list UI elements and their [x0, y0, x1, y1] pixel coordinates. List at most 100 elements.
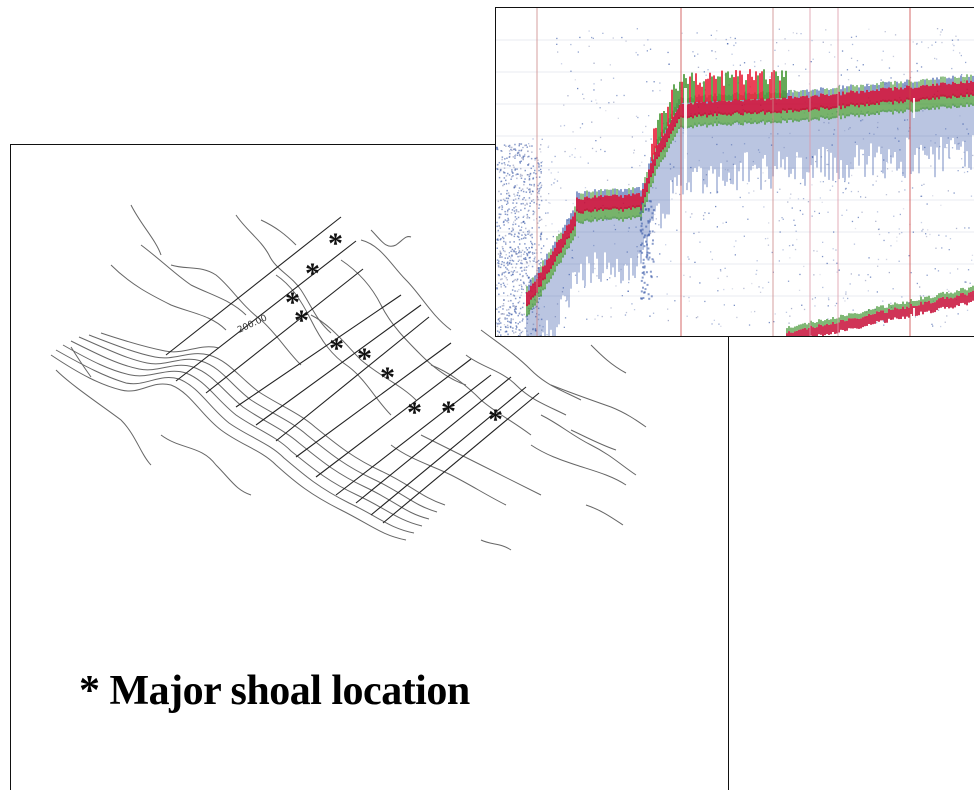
seabed-red — [548, 258, 550, 273]
seabed-top — [580, 193, 582, 200]
noise-dot — [711, 50, 713, 52]
seabed-tail — [624, 216, 626, 265]
noise-dot — [537, 184, 539, 187]
seabed-top — [916, 81, 918, 88]
noise-dot — [508, 174, 511, 176]
second-echo — [794, 331, 796, 336]
seabed-red — [714, 99, 716, 114]
seabed-green — [806, 107, 808, 120]
plume-dot — [640, 216, 643, 219]
second-echo — [920, 296, 922, 302]
noise-dot — [497, 253, 500, 255]
noise-dot — [520, 209, 522, 211]
noise-dot — [811, 215, 813, 217]
seabed-red — [674, 112, 676, 127]
seabed-top — [796, 91, 798, 98]
seabed-top — [568, 218, 570, 225]
seabed-green — [724, 112, 726, 125]
noise-dot — [668, 63, 670, 65]
seabed-top — [562, 227, 564, 234]
seabed-green — [968, 94, 970, 107]
noise-dot — [507, 335, 510, 336]
seabed-red — [960, 81, 962, 96]
noise-dot — [517, 173, 519, 175]
seabed-top — [552, 245, 554, 252]
noise-dot — [845, 291, 847, 293]
plume-dot — [643, 204, 646, 207]
plume-dot — [640, 218, 642, 221]
noise-dot — [540, 165, 543, 167]
noise-dot — [546, 238, 548, 240]
noise-dot — [501, 156, 504, 158]
noise-dot — [711, 136, 713, 139]
seabed-tail — [928, 108, 930, 159]
noise-dot — [528, 257, 531, 259]
noise-dot — [698, 231, 700, 233]
seabed-green — [728, 112, 730, 125]
noise-dot — [520, 262, 522, 264]
seabed-tail — [696, 124, 698, 172]
seabed-red — [546, 259, 548, 274]
plume-dot — [640, 208, 643, 211]
seabed-green — [770, 111, 772, 124]
plume-dot — [648, 220, 651, 223]
noise-dot — [537, 307, 540, 310]
seabed-tail — [640, 218, 642, 264]
noise-dot — [921, 41, 923, 43]
seabed-green — [660, 150, 662, 163]
noise-dot — [516, 253, 518, 255]
noise-dot — [762, 172, 764, 174]
noise-dot — [540, 237, 542, 239]
seabed-tail — [590, 220, 592, 283]
noise-dot — [528, 163, 530, 165]
noise-dot — [503, 284, 506, 287]
plume-dot — [647, 293, 650, 296]
seabed-green — [762, 109, 764, 122]
seabed-green — [656, 157, 658, 170]
noise-dot — [526, 213, 528, 216]
second-echo — [846, 320, 848, 331]
noise-dot — [579, 156, 582, 158]
noise-dot — [914, 316, 916, 318]
plume-dot — [646, 243, 648, 246]
noise-dot — [818, 212, 820, 214]
seabed-tail — [774, 120, 776, 167]
seabed-green — [736, 110, 738, 123]
seabed-green — [558, 251, 560, 264]
noise-dot — [736, 316, 738, 319]
noise-dot — [520, 177, 523, 179]
noise-dot — [512, 285, 515, 288]
noise-dot — [835, 302, 838, 305]
noise-dot — [885, 194, 888, 196]
noise-dot — [591, 121, 593, 123]
seabed-tail — [798, 119, 800, 158]
noise-dot — [964, 227, 966, 229]
noise-dot — [966, 128, 968, 130]
noise-dot — [796, 32, 798, 35]
seabed-green — [842, 103, 844, 116]
seabed-tail — [876, 111, 878, 153]
second-echo — [922, 304, 924, 315]
noise-dot — [788, 245, 791, 247]
noise-dot — [860, 196, 862, 198]
seabed-red — [580, 199, 582, 214]
noise-dot — [504, 257, 506, 259]
seabed-top — [634, 188, 636, 195]
noise-dot — [747, 218, 749, 220]
noise-dot — [876, 175, 879, 177]
noise-dot — [821, 201, 823, 203]
noise-dot — [501, 205, 503, 207]
seabed-green — [944, 94, 946, 107]
noise-dot — [940, 325, 942, 328]
noise-dot — [518, 284, 520, 286]
seabed-tail — [884, 110, 886, 179]
noise-dot — [832, 248, 834, 250]
noise-dot — [518, 144, 520, 147]
noise-dot — [498, 213, 501, 215]
noise-dot — [517, 302, 520, 304]
noise-dot — [534, 169, 536, 172]
noise-dot — [709, 192, 712, 194]
noise-dot — [511, 330, 514, 332]
seabed-tail — [664, 155, 666, 219]
second-echo — [954, 297, 956, 308]
